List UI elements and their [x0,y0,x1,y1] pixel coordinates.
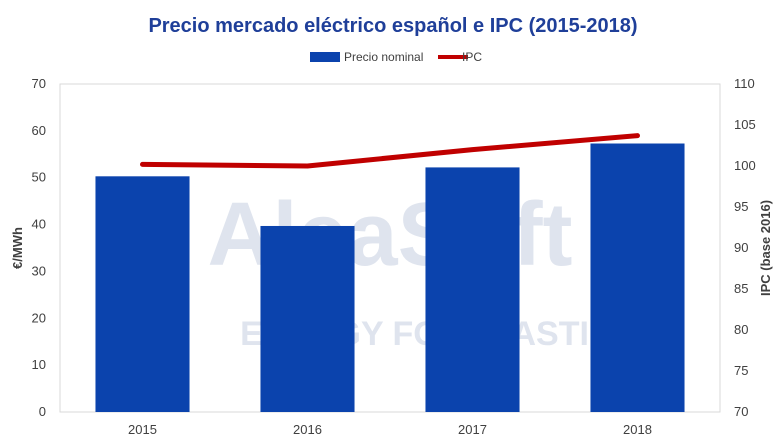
y-left-tick-label: 10 [32,357,46,372]
chart-title: Precio mercado eléctrico español e IPC (… [148,15,637,37]
legend-label-bar: Precio nominal [344,50,423,64]
legend-swatch-bar [310,52,340,62]
ipc-line-group [140,133,640,169]
legend-label-line: IPC [462,50,482,64]
y-right-tick-label: 70 [734,404,748,419]
y-left-tick-label: 30 [32,263,46,278]
y-left-tick-label: 50 [32,170,46,185]
y-right-tick-label: 80 [734,322,748,337]
x-tick-label: 2017 [458,422,487,437]
y-left-tick-label: 20 [32,310,46,325]
y-right-tick-label: 90 [734,240,748,255]
legend: Precio nominal IPC [310,50,482,64]
bar-2015 [95,176,190,412]
y-right-tick-label: 85 [734,281,748,296]
y-left-tick-label: 0 [39,404,46,419]
y-axis-left-title: €/MWh [10,227,25,269]
y-axis-left: 0 10 20 30 40 50 60 70 [32,76,46,419]
y-right-tick-label: 75 [734,363,748,378]
y-right-tick-label: 95 [734,199,748,214]
ipc-line [140,133,640,169]
y-left-tick-label: 40 [32,217,46,232]
y-left-tick-label: 60 [32,123,46,138]
plot-area-frame [59,83,721,413]
y-left-tick-label: 70 [32,76,46,91]
x-tick-label: 2018 [623,422,652,437]
x-tick-label: 2015 [128,422,157,437]
bar-2017 [425,167,520,412]
bar-2018 [590,143,685,412]
y-axis-right: 70 75 80 85 90 95 100 105 110 [734,76,756,419]
bar-2016 [260,225,355,412]
x-axis: 2015 2016 2017 2018 [128,422,652,437]
y-right-tick-label: 100 [734,158,756,173]
y-right-tick-label: 110 [734,76,755,91]
y-right-tick-label: 105 [734,117,756,132]
bars-group [95,143,685,412]
y-axis-right-title: IPC (base 2016) [758,200,773,296]
x-tick-label: 2016 [293,422,322,437]
